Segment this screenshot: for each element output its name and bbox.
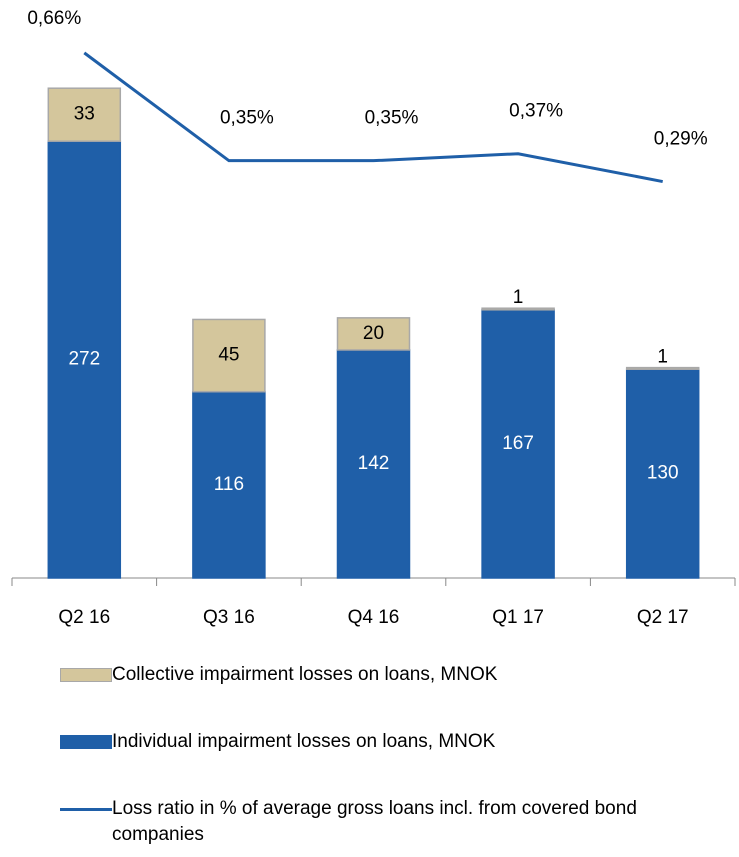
line-label: 0,66% — [27, 8, 81, 29]
legend-item: Individual impairment losses on loans, M… — [60, 729, 730, 755]
data-label: 167 — [502, 433, 534, 454]
bar-segment — [336, 349, 411, 579]
plot: Q2 16 272 33 Q3 16 116 45 Q4 16 142 20 Q1 17 167 1 Q… — [11, 8, 736, 628]
bar-segment — [481, 309, 555, 579]
bar-segment — [47, 140, 122, 579]
x-tick-label: Q3 16 — [203, 607, 255, 628]
data-label: 20 — [363, 323, 384, 344]
data-label: 33 — [74, 104, 95, 125]
line-label: 0,29% — [654, 129, 708, 150]
line-label: 0,35% — [220, 108, 274, 129]
legend-swatch — [60, 668, 112, 682]
bar-segment — [625, 366, 700, 370]
legend-item: Collective impairment losses on loans, M… — [60, 662, 730, 688]
bar-segment — [336, 317, 411, 351]
data-label: 45 — [218, 345, 239, 366]
data-label: 130 — [647, 463, 679, 484]
legend: Collective impairment losses on loans, M… — [60, 662, 730, 857]
legend-swatch — [60, 735, 112, 749]
legend-swatch — [60, 808, 112, 811]
legend-label: Individual impairment losses on loans, M… — [112, 731, 496, 752]
legend-label: Loss ratio in % of average gross loans i… — [112, 798, 637, 845]
data-label: 1 — [657, 347, 668, 368]
bar-segment — [192, 390, 266, 579]
bar-segment — [47, 87, 122, 142]
data-label: 142 — [358, 453, 390, 474]
x-tick-label: Q1 17 — [492, 607, 544, 628]
x-tick-label: Q4 16 — [348, 607, 400, 628]
data-label: 116 — [214, 474, 244, 495]
x-tick-label: Q2 17 — [637, 607, 689, 628]
x-tick-label: Q2 16 — [58, 607, 110, 628]
bar-segment — [192, 318, 266, 393]
legend-item: Loss ratio in % of average gross loans i… — [60, 796, 730, 848]
line-label: 0,35% — [365, 108, 419, 129]
data-label: 272 — [68, 349, 100, 370]
data-label: 1 — [513, 287, 524, 308]
bar-segment — [481, 307, 555, 311]
line-label: 0,37% — [509, 101, 563, 122]
line — [83, 51, 663, 184]
legend-label: Collective impairment losses on loans, M… — [112, 664, 498, 685]
bar-segment — [625, 368, 700, 579]
